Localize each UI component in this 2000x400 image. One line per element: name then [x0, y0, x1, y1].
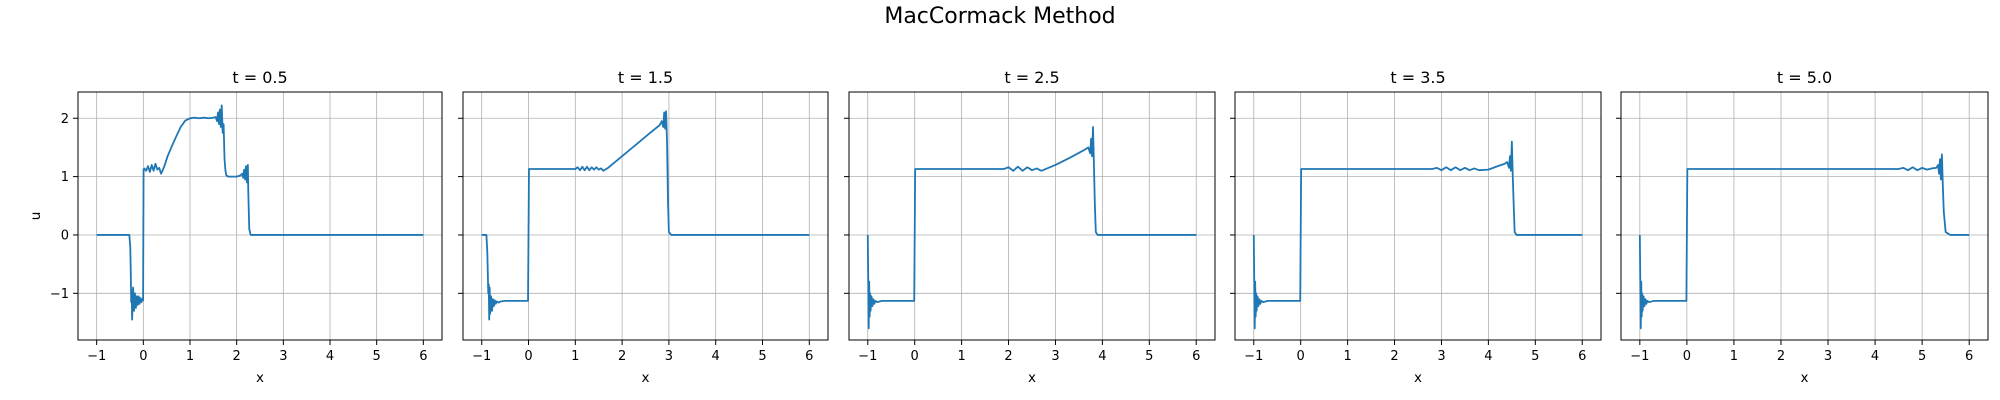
x-tick-label: −1	[858, 349, 877, 364]
x-tick-label: 0	[1297, 349, 1305, 364]
x-tick-label: 0	[1683, 349, 1691, 364]
x-tick-label: 3	[1824, 349, 1832, 364]
x-tick-label: 3	[279, 349, 287, 364]
subplot-4: −1 0 1 2 3 4 5 6 t = 3.5 x	[1230, 68, 1602, 386]
x-tick-label: 4	[712, 349, 720, 364]
subplot-title: t = 0.5	[232, 68, 287, 87]
x-tick-label: 6	[1578, 349, 1586, 364]
x-tick-label: 4	[1098, 349, 1106, 364]
y-tick-label: −1	[50, 287, 69, 302]
x-tick-label: 6	[805, 349, 813, 364]
series-line	[96, 104, 424, 321]
x-tick-label: 0	[524, 349, 532, 364]
x-tick-label: 5	[758, 349, 766, 364]
x-tick-label: 1	[1730, 349, 1738, 364]
x-axis-label: x	[256, 370, 264, 386]
x-tick-label: 5	[373, 349, 381, 364]
y-axis-label: u	[28, 212, 44, 221]
x-tick-label: 2	[1390, 349, 1398, 364]
x-tick-label: −1	[472, 349, 491, 364]
x-tick-label: 0	[911, 349, 919, 364]
x-axis-label: x	[642, 370, 650, 386]
series-line	[1638, 153, 1970, 330]
x-tick-label: 4	[326, 349, 334, 364]
axes-frame	[1620, 91, 1989, 341]
subplot-3: −1 0 1 2 3 4 5 6 t = 2.5 x	[844, 68, 1216, 386]
axes-frame	[77, 91, 443, 341]
x-axis-label: x	[1414, 370, 1422, 386]
axes-frame	[462, 91, 829, 341]
x-tick-label: 5	[1531, 349, 1539, 364]
x-tick-label: 6	[1192, 349, 1200, 364]
series-line	[1252, 140, 1583, 330]
x-tick-label: 6	[419, 349, 427, 364]
x-tick-label: 1	[186, 349, 194, 364]
x-tick-label: 4	[1484, 349, 1492, 364]
subplot-title: t = 1.5	[618, 68, 673, 87]
subplot-title: t = 3.5	[1390, 68, 1445, 87]
subplot-5: −1 0 1 2 3 4 5 6 t = 5.0 x	[1616, 68, 1989, 386]
x-tick-label: 1	[957, 349, 965, 364]
x-tick-label: 2	[1004, 349, 1012, 364]
x-tick-label: 4	[1871, 349, 1879, 364]
subplot-title: t = 2.5	[1004, 68, 1059, 87]
subplot-1: −1 0 1 2 3 4 5 6 −1 0 1 2 t = 0.5 x u	[28, 68, 443, 386]
x-axis-label: x	[1028, 370, 1036, 386]
y-tick-label: 1	[61, 170, 69, 185]
figure-title: MacCormack Method	[884, 4, 1116, 29]
y-tick-label: 0	[61, 228, 69, 243]
x-tick-label: 3	[1437, 349, 1445, 364]
x-tick-label: 3	[665, 349, 673, 364]
series-line	[481, 110, 810, 321]
x-tick-label: 1	[571, 349, 579, 364]
x-tick-label: −1	[87, 349, 106, 364]
x-tick-label: 5	[1918, 349, 1926, 364]
x-tick-label: −1	[1244, 349, 1263, 364]
subplot-title: t = 5.0	[1777, 68, 1832, 87]
series-line	[866, 126, 1197, 330]
axes-frame	[1234, 91, 1602, 341]
x-tick-label: 3	[1051, 349, 1059, 364]
axes-frame	[848, 91, 1216, 341]
x-tick-label: 2	[1777, 349, 1785, 364]
x-tick-label: 0	[139, 349, 147, 364]
x-tick-label: 1	[1343, 349, 1351, 364]
y-tick-label: 2	[61, 112, 69, 127]
x-tick-label: 2	[233, 349, 241, 364]
x-tick-label: 2	[618, 349, 626, 364]
x-tick-label: 6	[1965, 349, 1973, 364]
x-tick-label: −1	[1630, 349, 1649, 364]
x-tick-label: 5	[1145, 349, 1153, 364]
x-axis-label: x	[1801, 370, 1809, 386]
subplot-2: −1 0 1 2 3 4 5 6 t = 1.5 x	[458, 68, 829, 386]
